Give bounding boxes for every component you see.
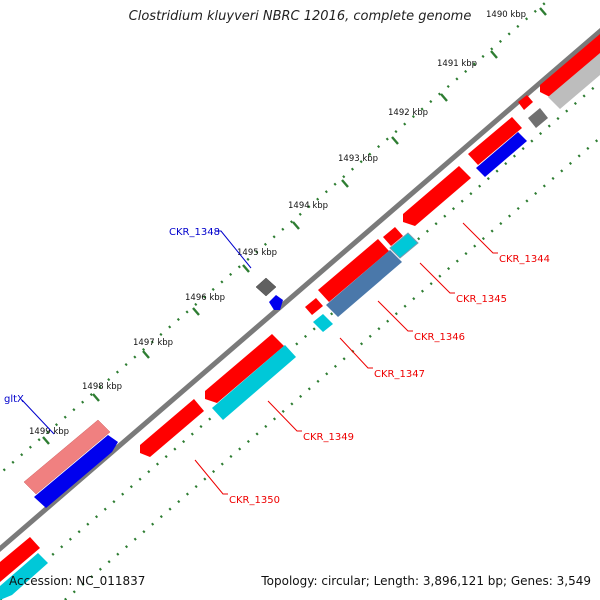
gene-ckr-1344-blue[interactable] [476,132,527,177]
gene-gray-b2[interactable] [528,108,548,128]
gene-ckr-1349-red[interactable] [205,334,284,403]
gene-red-a1[interactable] [540,34,600,98]
gene-red-a3[interactable] [468,117,522,165]
genome-backbone [0,27,600,553]
gene-red-a6[interactable] [318,239,389,302]
gene-ckr-1345[interactable] [389,232,419,259]
gene-gltx-blue[interactable] [34,435,118,508]
callout-ckr-1346 [377,300,413,332]
tick-label-1496: 1496 kbp [185,293,225,303]
gene-ckr-1350-red[interactable] [140,399,204,457]
gene-ckr-1346[interactable] [326,250,402,317]
gene-red-a8[interactable] [0,537,40,582]
gene-red-a2[interactable] [518,95,533,110]
gene-ckr-1347[interactable] [313,314,333,332]
gene-cyan-b3[interactable] [0,553,48,600]
accession-text: Accession: NC_011837 [9,574,146,588]
gene-ckr-1348-cds[interactable] [269,295,283,310]
callout-ckr-1344 [462,222,498,254]
gene-label-ckr-1346[interactable]: CKR_1346 [414,332,465,343]
gene-label-ckr-1347[interactable]: CKR_1347 [374,369,425,380]
scale-track-inner-2 [62,136,600,600]
gene-label-ckr-1345[interactable]: CKR_1345 [456,294,507,305]
callout-ckr-1350 [194,459,228,495]
tick-label-1499: 1499 kbp [29,427,69,437]
gene-red-a5[interactable] [383,227,403,246]
gene-red-a7[interactable] [305,298,323,315]
callout-lines [21,222,498,495]
tick-label-1493: 1493 kbp [338,154,378,164]
inner-track-secondary-genes [0,53,600,600]
tick-label-1491: 1491 kbp [437,59,477,69]
tick-label-1494: 1494 kbp [288,201,328,211]
callout-ckr-1345 [419,262,455,294]
gene-label-ckr-1350[interactable]: CKR_1350 [229,495,280,506]
tick-label-1490: 1490 kbp [486,10,526,20]
callout-ckr-1347 [339,337,373,369]
callout-gltx [21,399,55,435]
gene-label-ckr-1348[interactable]: CKR_1348 [169,227,220,238]
callout-ckr-1349 [267,400,302,432]
genome-info-text: Topology: circular; Length: 3,896,121 bp… [261,574,591,588]
inner-track-red-genes [0,34,600,582]
gene-label-ckr-1344[interactable]: CKR_1344 [499,254,550,265]
tick-label-1497: 1497 kbp [133,338,173,348]
gene-label-gltx[interactable]: gltX [4,394,24,405]
tick-label-1498: 1498 kbp [82,382,122,392]
tick-label-1495: 1495 kbp [237,248,277,258]
gene-gltx-pink[interactable] [23,419,111,495]
callout-ckr-1348 [216,230,252,269]
gene-ckr-1348[interactable] [255,277,277,297]
gene-ckr-1349-cyan[interactable] [212,345,296,420]
genome-title: Clostridium kluyveri NBRC 12016, complet… [128,9,472,24]
gene-red-a4[interactable] [403,166,471,226]
scale-major-ticks [42,7,547,445]
gene-gray-b1[interactable] [548,53,600,109]
tick-label-1492: 1492 kbp [388,108,428,118]
gene-label-ckr-1349[interactable]: CKR_1349 [303,432,354,443]
